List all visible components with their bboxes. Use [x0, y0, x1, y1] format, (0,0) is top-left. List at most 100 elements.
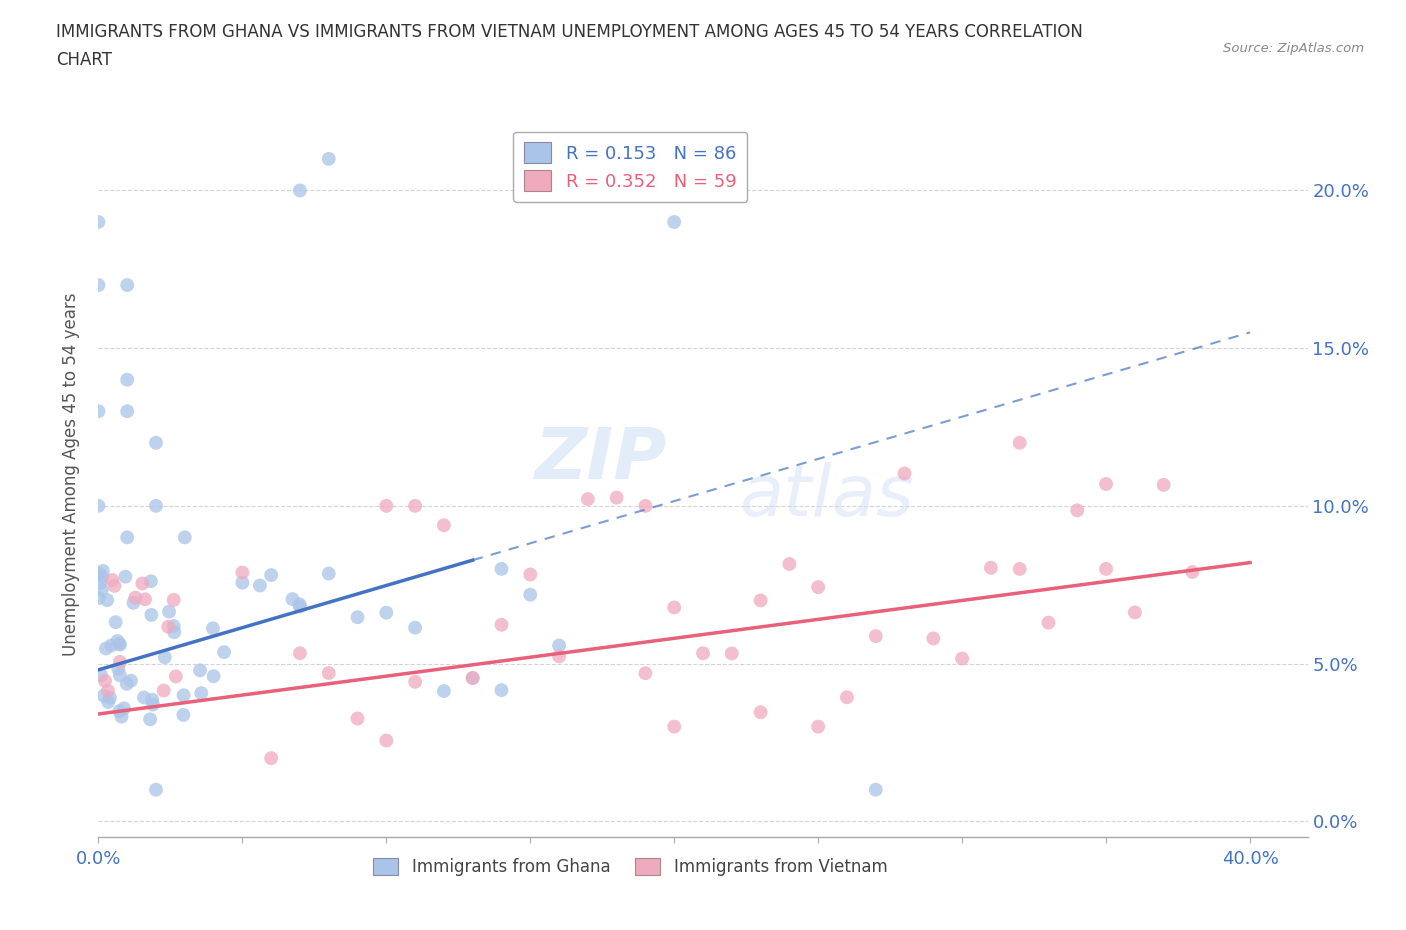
Point — [634, 666, 657, 681]
Point — [720, 646, 742, 661]
Point — [124, 591, 146, 605]
Point — [163, 625, 186, 640]
Point — [90, 582, 112, 597]
Point — [1095, 476, 1118, 491]
Point — [491, 618, 513, 632]
Point — [980, 561, 1002, 576]
Text: CHART: CHART — [56, 51, 112, 69]
Point — [108, 655, 131, 670]
Point — [142, 698, 165, 712]
Point — [548, 649, 571, 664]
Point — [893, 466, 915, 481]
Point — [375, 733, 398, 748]
Point — [288, 183, 311, 198]
Point — [404, 620, 426, 635]
Point — [103, 578, 125, 593]
Point — [231, 565, 253, 580]
Point — [163, 592, 186, 607]
Point — [100, 638, 122, 653]
Point — [404, 674, 426, 689]
Point — [98, 690, 121, 705]
Point — [173, 530, 195, 545]
Point — [288, 599, 311, 614]
Point — [157, 604, 180, 619]
Point — [91, 564, 114, 578]
Point — [104, 615, 127, 630]
Point — [115, 404, 138, 418]
Point — [157, 619, 180, 634]
Point — [107, 633, 129, 648]
Point — [318, 152, 340, 166]
Point — [249, 578, 271, 593]
Point — [141, 692, 163, 707]
Point — [1181, 565, 1204, 579]
Point — [97, 684, 120, 698]
Point — [634, 498, 657, 513]
Point — [122, 595, 145, 610]
Point — [288, 597, 311, 612]
Point — [807, 579, 830, 594]
Point — [346, 610, 368, 625]
Point — [281, 591, 304, 606]
Point — [749, 705, 772, 720]
Point — [1123, 605, 1146, 620]
Point — [835, 690, 858, 705]
Point — [375, 498, 398, 513]
Point — [606, 490, 628, 505]
Point — [288, 645, 311, 660]
Point — [576, 492, 599, 507]
Point — [108, 637, 131, 652]
Point — [115, 372, 138, 387]
Point — [201, 621, 224, 636]
Point — [173, 688, 195, 703]
Point — [87, 591, 110, 605]
Point — [110, 710, 132, 724]
Point — [318, 666, 340, 681]
Point — [375, 605, 398, 620]
Point — [134, 591, 156, 606]
Point — [260, 751, 283, 765]
Point — [145, 498, 167, 513]
Point — [461, 671, 484, 685]
Point — [152, 684, 174, 698]
Point — [318, 566, 340, 581]
Point — [664, 719, 686, 734]
Point — [145, 782, 167, 797]
Text: atlas: atlas — [740, 461, 914, 530]
Point — [87, 278, 110, 293]
Point — [87, 404, 110, 418]
Point — [692, 645, 714, 660]
Point — [202, 669, 225, 684]
Point — [94, 641, 117, 656]
Point — [139, 574, 162, 589]
Point — [108, 668, 131, 683]
Point — [664, 600, 686, 615]
Point — [115, 278, 138, 293]
Point — [108, 704, 131, 719]
Point — [108, 636, 131, 651]
Point — [1038, 616, 1060, 631]
Point — [664, 215, 686, 230]
Legend: Immigrants from Ghana, Immigrants from Vietnam: Immigrants from Ghana, Immigrants from V… — [367, 852, 894, 883]
Point — [145, 435, 167, 450]
Point — [89, 566, 111, 581]
Point — [94, 673, 117, 688]
Point — [1008, 435, 1031, 450]
Point — [346, 711, 368, 726]
Text: IMMIGRANTS FROM GHANA VS IMMIGRANTS FROM VIETNAM UNEMPLOYMENT AMONG AGES 45 TO 5: IMMIGRANTS FROM GHANA VS IMMIGRANTS FROM… — [56, 23, 1083, 41]
Point — [141, 607, 163, 622]
Text: ZIP: ZIP — [534, 425, 666, 494]
Point — [91, 569, 114, 584]
Point — [1008, 562, 1031, 577]
Point — [114, 569, 136, 584]
Point — [132, 690, 155, 705]
Point — [112, 701, 135, 716]
Point — [89, 576, 111, 591]
Point — [87, 215, 110, 230]
Point — [433, 684, 456, 698]
Point — [865, 629, 887, 644]
Point — [260, 567, 283, 582]
Point — [115, 676, 138, 691]
Point — [404, 498, 426, 513]
Point — [153, 650, 176, 665]
